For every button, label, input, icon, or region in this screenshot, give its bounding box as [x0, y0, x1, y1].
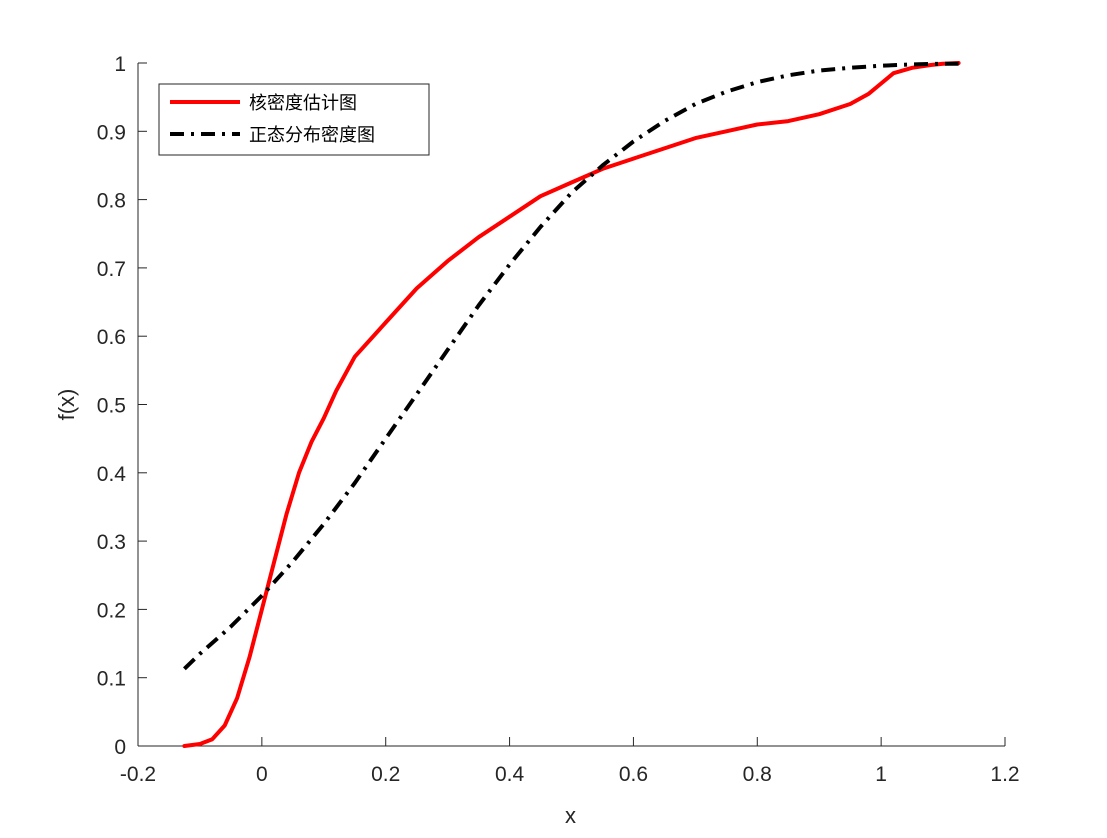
y-tick-label: 0.6	[97, 326, 126, 349]
series-kernel-density-line	[182, 61, 961, 748]
y-tick-label: 0.3	[97, 531, 126, 554]
legend-label: 正态分布密度图	[249, 125, 375, 146]
y-tick-label: 0.4	[97, 463, 127, 486]
plot-area	[182, 61, 961, 748]
y-tick-label: 0.8	[97, 190, 126, 213]
axes: -0.2 0 0.2 0.4 0.6 0.8 1 1.2 0 0.1 0.2 0.3 0.4 0.5 0.6…	[54, 53, 1020, 828]
y-tick-label: 0.2	[97, 599, 126, 622]
x-tick-label: 0.4	[495, 763, 525, 786]
x-axis-title: x	[565, 803, 576, 828]
legend-box	[158, 83, 430, 156]
x-tick-label: -0.2	[120, 763, 156, 786]
x-tick-label: 1.2	[990, 763, 1019, 786]
y-tick-label: 0.1	[97, 668, 126, 691]
y-axis-title: f(x)	[54, 389, 79, 421]
x-tick-label: 1	[875, 763, 887, 786]
y-tick-label: 0	[114, 736, 126, 759]
x-tick-label: 0	[256, 763, 268, 786]
series-normal-density-line	[183, 61, 959, 671]
x-tick-label: 0.8	[743, 763, 772, 786]
y-tick-label: 0.9	[97, 121, 126, 144]
y-tick-label: 1	[114, 53, 126, 76]
x-tick-label: 0.2	[371, 763, 400, 786]
legend-label: 核密度估计图	[249, 93, 357, 114]
y-tick-label: 0.5	[97, 395, 126, 418]
y-tick-label: 0.7	[97, 258, 126, 281]
x-tick-label: 0.6	[619, 763, 648, 786]
